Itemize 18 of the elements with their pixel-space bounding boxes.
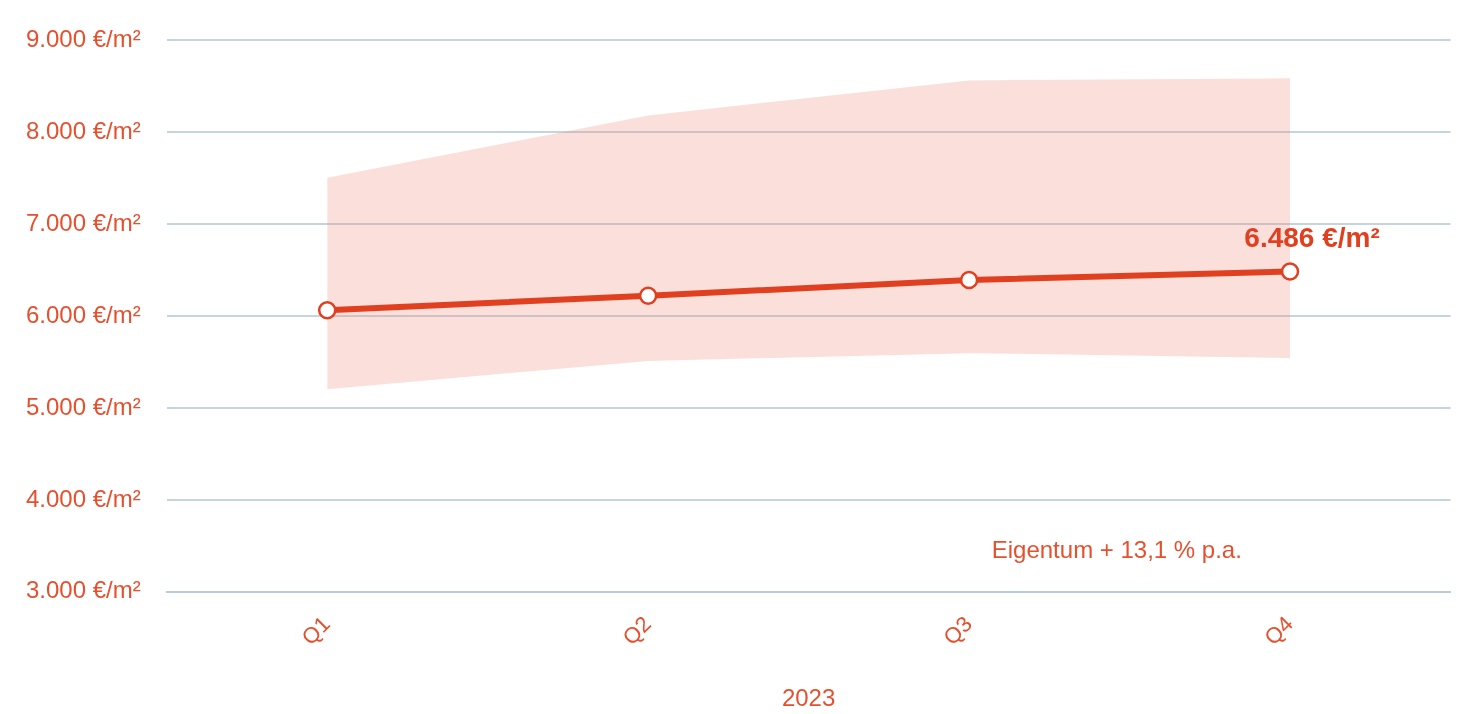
x-tick-label: Q4: [1259, 611, 1298, 650]
x-tick-label: Q2: [617, 611, 656, 650]
data-label: 6.486 €/m²: [1244, 222, 1380, 254]
y-tick-label: 5.000 €/m²: [25, 392, 141, 420]
x-tick-label: Q1: [296, 611, 336, 650]
point: [317, 301, 337, 320]
point: [638, 286, 658, 305]
y-tick-label: 6.000 €/m²: [25, 300, 141, 328]
y-tick-label: 4.000 €/m²: [25, 484, 141, 512]
y-tick-label: 7.000 €/m²: [25, 208, 141, 236]
x-axis-title: 2023: [781, 684, 836, 712]
y-tick-label: 9.000 €/m²: [25, 25, 141, 53]
point: [959, 270, 979, 290]
x-tick-label: Q3: [938, 611, 977, 650]
y-tick-label: 3.000 €/m²: [25, 576, 141, 604]
point: [1280, 262, 1300, 281]
annotation: Eigentum + 13,1 % p.a.: [991, 536, 1242, 564]
y-tick-label: 8.000 €/m²: [25, 116, 141, 144]
